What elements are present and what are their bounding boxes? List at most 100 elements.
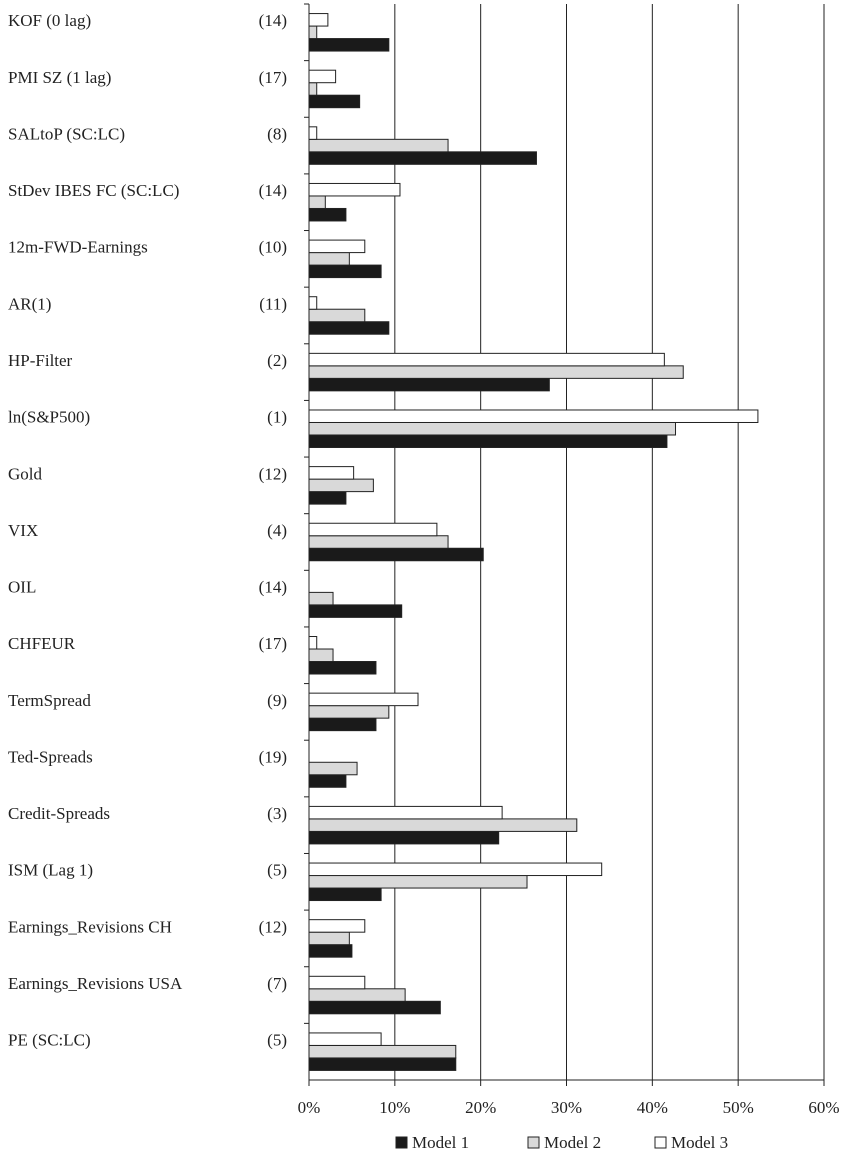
- bar: [308, 321, 390, 335]
- rank-label: (11): [259, 294, 287, 313]
- rank-label: (4): [267, 521, 287, 540]
- category-label: ISM (Lag 1): [8, 861, 93, 880]
- x-tick-label: 30%: [551, 1098, 582, 1117]
- bar: [308, 13, 329, 27]
- bar: [308, 988, 406, 1002]
- rank-label: (5): [267, 1031, 287, 1050]
- bar: [308, 252, 350, 266]
- rank-label: (8): [267, 124, 287, 143]
- rank-label: (12): [259, 917, 287, 936]
- bar: [308, 25, 318, 40]
- bar: [308, 308, 366, 323]
- bar: [308, 466, 355, 480]
- bar: [308, 151, 537, 165]
- bar: [308, 478, 374, 493]
- bar: [308, 661, 377, 675]
- bar: [308, 69, 337, 84]
- category-label: KOF (0 lag): [8, 11, 91, 30]
- category-label: Ted-Spreads: [8, 747, 93, 766]
- legend-swatch: [527, 1136, 540, 1149]
- bar: [308, 1032, 382, 1046]
- category-label: PE (SC:LC): [8, 1031, 91, 1050]
- bar: [308, 692, 419, 707]
- x-tick-label: 60%: [808, 1098, 839, 1117]
- rank-label: (2): [267, 351, 287, 370]
- bar: [308, 705, 390, 719]
- category-label: AR(1): [8, 294, 51, 313]
- bar: [308, 975, 366, 990]
- bar: [308, 522, 438, 537]
- category-label: StDev IBES FC (SC:LC): [8, 181, 179, 200]
- bar: [308, 409, 759, 423]
- rank-label: (17): [259, 634, 287, 653]
- x-tick-label: 40%: [637, 1098, 668, 1117]
- rank-label: (9): [267, 691, 287, 710]
- x-tick-label: 10%: [379, 1098, 410, 1117]
- category-label: Credit-Spreads: [8, 804, 110, 823]
- bar: [308, 875, 528, 889]
- category-label: Gold: [8, 464, 43, 483]
- bar: [308, 352, 665, 367]
- rank-label: (5): [267, 861, 287, 880]
- rank-label: (14): [259, 578, 287, 597]
- bar: [308, 421, 677, 436]
- bar: [308, 887, 382, 902]
- legend-swatch: [395, 1136, 408, 1149]
- category-label: 12m-FWD-Earnings: [8, 238, 148, 257]
- bar: [308, 830, 500, 845]
- bar: [308, 1000, 441, 1015]
- bar: [308, 535, 449, 549]
- bar: [308, 818, 578, 832]
- bar: [308, 774, 347, 788]
- bar: [308, 648, 334, 663]
- bar: [308, 377, 550, 392]
- bar: [308, 547, 484, 562]
- bar: [308, 944, 353, 958]
- bar: [308, 82, 318, 96]
- category-label: TermSpread: [8, 691, 91, 710]
- rank-label: (7): [267, 974, 287, 993]
- bar: [308, 604, 403, 618]
- bar: [308, 365, 684, 379]
- bar: [308, 491, 347, 505]
- bar: [308, 805, 503, 820]
- bar: [308, 591, 334, 606]
- bar: [308, 761, 358, 776]
- category-label: Earnings_Revisions CH: [8, 917, 172, 936]
- category-label: ln(S&P500): [8, 408, 90, 427]
- rank-label: (19): [259, 747, 287, 766]
- legend-label: Model 2: [544, 1133, 601, 1152]
- bar: [308, 239, 366, 254]
- bar: [308, 717, 377, 732]
- bar: [308, 38, 390, 52]
- rank-label: (12): [259, 464, 287, 483]
- rank-label: (1): [267, 408, 287, 427]
- x-tick-label: 20%: [465, 1098, 496, 1117]
- bar: [308, 182, 401, 197]
- category-label: HP-Filter: [8, 351, 73, 370]
- bar: [308, 264, 382, 279]
- category-label: OIL: [8, 578, 36, 597]
- bar: [308, 862, 603, 877]
- rank-label: (10): [259, 238, 287, 257]
- x-tick-label: 50%: [723, 1098, 754, 1117]
- bar: [308, 919, 366, 933]
- bar: [308, 434, 668, 448]
- legend-swatch: [654, 1136, 667, 1149]
- rank-label: (14): [259, 181, 287, 200]
- legend-label: Model 1: [412, 1133, 469, 1152]
- category-label: CHFEUR: [8, 634, 76, 653]
- bar: [308, 931, 350, 946]
- category-label: VIX: [8, 521, 38, 540]
- rank-label: (17): [259, 68, 287, 87]
- bar: [308, 296, 318, 310]
- category-label: Earnings_Revisions USA: [8, 974, 183, 993]
- x-tick-label: 0%: [298, 1098, 321, 1117]
- bar: [308, 195, 326, 209]
- rank-label: (14): [259, 11, 287, 30]
- rank-label: (3): [267, 804, 287, 823]
- bar: [308, 126, 318, 140]
- bar: [308, 207, 347, 222]
